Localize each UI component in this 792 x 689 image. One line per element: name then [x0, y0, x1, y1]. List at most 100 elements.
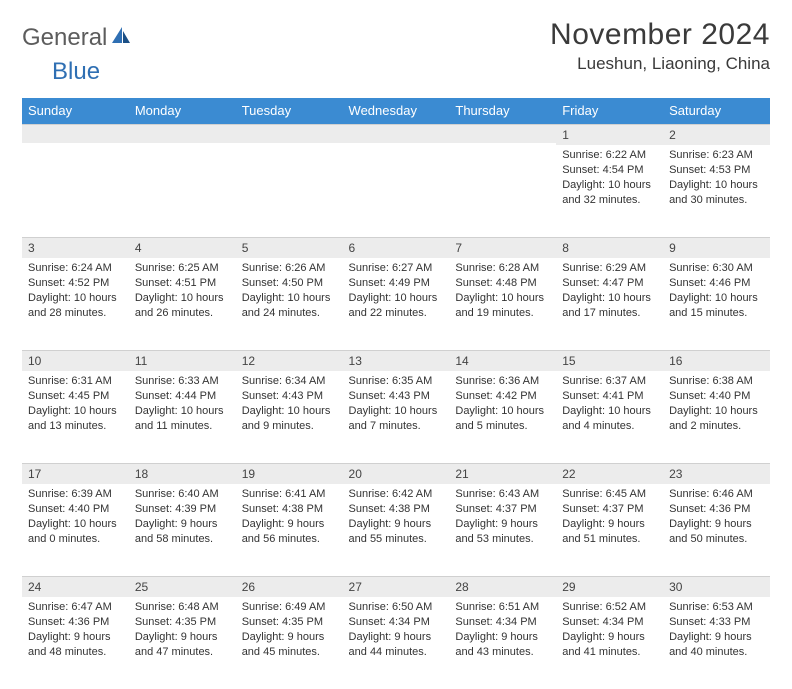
sunrise: Sunrise: 6:36 AM: [455, 374, 550, 389]
daylight-line2: and 32 minutes.: [562, 193, 657, 208]
empty-cell: [449, 145, 556, 213]
month-title: November 2024: [550, 18, 770, 52]
sunset: Sunset: 4:38 PM: [349, 502, 444, 517]
day-number: 16: [663, 350, 770, 371]
sunrise: Sunrise: 6:26 AM: [242, 261, 337, 276]
day-cell: Sunrise: 6:48 AMSunset: 4:35 PMDaylight:…: [129, 597, 236, 665]
sunrise: Sunrise: 6:28 AM: [455, 261, 550, 276]
sunrise: Sunrise: 6:52 AM: [562, 600, 657, 615]
day-number: 2: [663, 124, 770, 145]
daycontent-row: Sunrise: 6:22 AMSunset: 4:54 PMDaylight:…: [22, 145, 770, 237]
daylight-line1: Daylight: 10 hours: [135, 404, 230, 419]
day-number: 27: [343, 576, 450, 597]
day-number: 14: [449, 350, 556, 371]
day-number: 8: [556, 237, 663, 258]
day-cell: Sunrise: 6:28 AMSunset: 4:48 PMDaylight:…: [449, 258, 556, 326]
daylight-line2: and 41 minutes.: [562, 645, 657, 660]
sunrise: Sunrise: 6:48 AM: [135, 600, 230, 615]
sunrise: Sunrise: 6:40 AM: [135, 487, 230, 502]
daylight-line2: and 53 minutes.: [455, 532, 550, 547]
sunrise: Sunrise: 6:22 AM: [562, 148, 657, 163]
sunset: Sunset: 4:35 PM: [242, 615, 337, 630]
daylight-line2: and 51 minutes.: [562, 532, 657, 547]
daylight-line1: Daylight: 9 hours: [242, 630, 337, 645]
day-cell: Sunrise: 6:24 AMSunset: 4:52 PMDaylight:…: [22, 258, 129, 326]
sunrise: Sunrise: 6:38 AM: [669, 374, 764, 389]
sunrise: Sunrise: 6:31 AM: [28, 374, 123, 389]
sunrise: Sunrise: 6:43 AM: [455, 487, 550, 502]
daylight-line1: Daylight: 10 hours: [562, 404, 657, 419]
sunset: Sunset: 4:34 PM: [349, 615, 444, 630]
sunset: Sunset: 4:53 PM: [669, 163, 764, 178]
weekday-header: Wednesday: [343, 98, 450, 124]
weekday-header: Thursday: [449, 98, 556, 124]
calendar-body: 12Sunrise: 6:22 AMSunset: 4:54 PMDayligh…: [22, 124, 770, 689]
day-cell: Sunrise: 6:23 AMSunset: 4:53 PMDaylight:…: [663, 145, 770, 213]
sunset: Sunset: 4:43 PM: [349, 389, 444, 404]
daylight-line1: Daylight: 9 hours: [455, 517, 550, 532]
daylight-line1: Daylight: 10 hours: [562, 178, 657, 193]
daylight-line2: and 4 minutes.: [562, 419, 657, 434]
calendar-page: General November 2024 Lueshun, Liaoning,…: [0, 0, 792, 689]
sunset: Sunset: 4:36 PM: [669, 502, 764, 517]
brand-part2: Blue: [52, 58, 100, 86]
sunset: Sunset: 4:34 PM: [455, 615, 550, 630]
daylight-line1: Daylight: 10 hours: [669, 178, 764, 193]
day-number: 3: [22, 237, 129, 258]
calendar-table: Sunday Monday Tuesday Wednesday Thursday…: [22, 98, 770, 689]
sunrise: Sunrise: 6:53 AM: [669, 600, 764, 615]
daylight-line2: and 17 minutes.: [562, 306, 657, 321]
brand-logo: General: [22, 18, 134, 52]
daynum-row: 17181920212223: [22, 463, 770, 484]
daylight-line2: and 24 minutes.: [242, 306, 337, 321]
daycontent-row: Sunrise: 6:24 AMSunset: 4:52 PM Daylight:…: [22, 258, 770, 350]
daynum-row: 24252627282930: [22, 576, 770, 597]
sunset: Sunset: 4:46 PM: [669, 276, 764, 291]
sail-icon: [110, 25, 132, 52]
sunrise: Sunrise: 6:24 AM: [28, 261, 123, 276]
day-number: 29: [556, 576, 663, 597]
daylight-line1: Daylight: 9 hours: [242, 517, 337, 532]
daylight-line2: and 9 minutes.: [242, 419, 337, 434]
daylight-line2: and 28 minutes.: [28, 306, 123, 321]
daylight-line1: Daylight: 9 hours: [669, 630, 764, 645]
day-number: 21: [449, 463, 556, 484]
daylight-line2: and 30 minutes.: [669, 193, 764, 208]
day-cell: Sunrise: 6:25 AMSunset: 4:51 PMDaylight:…: [129, 258, 236, 326]
day-cell: Sunrise: 6:51 AMSunset: 4:34 PMDaylight:…: [449, 597, 556, 665]
daylight-line1: Daylight: 9 hours: [455, 630, 550, 645]
sunrise: Sunrise: 6:49 AM: [242, 600, 337, 615]
daylight-line1: Daylight: 10 hours: [242, 291, 337, 306]
day-cell: Sunrise: 6:40 AMSunset: 4:39 PMDaylight:…: [129, 484, 236, 552]
daylight-line1: Daylight: 10 hours: [28, 404, 123, 419]
sunset: Sunset: 4:47 PM: [562, 276, 657, 291]
day-number: 12: [236, 350, 343, 371]
daynum-row: 12: [22, 124, 770, 145]
sunset: Sunset: 4:41 PM: [562, 389, 657, 404]
daylight-line1: Daylight: 9 hours: [562, 517, 657, 532]
sunrise: Sunrise: 6:42 AM: [349, 487, 444, 502]
daylight-line1: Daylight: 10 hours: [669, 291, 764, 306]
daylight-line1: Daylight: 9 hours: [135, 630, 230, 645]
day-cell: Sunrise: 6:42 AMSunset: 4:38 PMDaylight:…: [343, 484, 450, 552]
sunset: Sunset: 4:40 PM: [28, 502, 123, 517]
daylight-line1: Daylight: 10 hours: [28, 517, 123, 532]
daylight-line1: Daylight: 9 hours: [135, 517, 230, 532]
daylight-line2: and 44 minutes.: [349, 645, 444, 660]
day-number: 30: [663, 576, 770, 597]
sunset: Sunset: 4:52 PM: [28, 276, 123, 291]
day-number: 4: [129, 237, 236, 258]
sunset: Sunset: 4:44 PM: [135, 389, 230, 404]
daynum-row: 3456789: [22, 237, 770, 258]
daylight-line1: Daylight: 10 hours: [669, 404, 764, 419]
empty-cell: [236, 145, 343, 213]
day-number: 19: [236, 463, 343, 484]
day-cell: Sunrise: 6:22 AMSunset: 4:54 PMDaylight:…: [556, 145, 663, 213]
sunrise: Sunrise: 6:51 AM: [455, 600, 550, 615]
daycontent-row: Sunrise: 6:47 AMSunset: 4:36 PMDaylight:…: [22, 597, 770, 689]
daylight-line2: and 45 minutes.: [242, 645, 337, 660]
day-number: 1: [556, 124, 663, 145]
daylight-line1: Daylight: 10 hours: [349, 404, 444, 419]
empty-daynum: [22, 124, 129, 143]
empty-cell: [129, 145, 236, 213]
